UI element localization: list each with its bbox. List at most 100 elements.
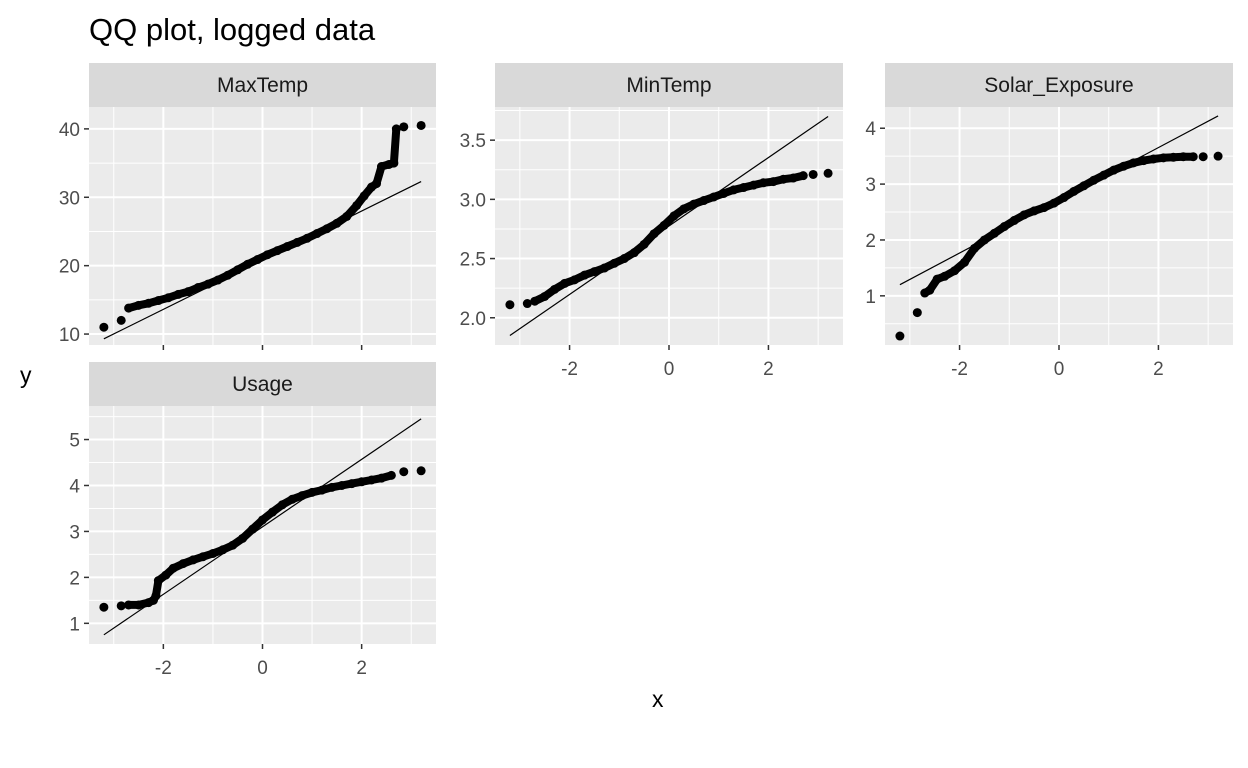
qq-point: [1148, 154, 1158, 164]
qq-point: [629, 248, 639, 258]
facet-panel-solar-exposure: Solar_Exposure 1 2 3 4 -2 0 2: [865, 63, 1233, 380]
qq-point: [253, 255, 263, 265]
qq-point: [1119, 161, 1129, 171]
y-tick-label: 3: [69, 522, 80, 543]
qq-point: [389, 158, 399, 168]
qq-point: [1049, 198, 1059, 208]
qq-point: [277, 500, 287, 510]
qq-point: [163, 293, 173, 303]
qq-point: [1158, 153, 1168, 163]
y-tick-label: 20: [59, 257, 80, 278]
qq-point: [116, 315, 126, 325]
qq-point: [895, 331, 905, 341]
qq-point: [367, 475, 377, 485]
qq-point: [292, 237, 302, 247]
facet-panel-maxtemp: MaxTemp 10 20 30 40: [59, 63, 436, 350]
qq-point: [352, 200, 362, 210]
qq-point: [570, 275, 580, 285]
qq-point: [372, 179, 382, 189]
facet-strip-label: Usage: [232, 373, 293, 396]
y-tick-label: 40: [59, 120, 80, 141]
x-tick-label: -2: [951, 359, 968, 380]
x-axis-title: x: [652, 686, 664, 712]
qq-point: [1069, 186, 1079, 196]
qq-point: [173, 289, 183, 299]
qq-point: [1213, 151, 1223, 161]
qq-point: [798, 171, 808, 181]
qq-point: [599, 263, 609, 273]
y-tick-label: 3.0: [460, 190, 486, 211]
x-tick-label: 2: [763, 359, 774, 380]
qq-point: [233, 265, 243, 275]
qq-point: [912, 308, 922, 318]
qq-point: [579, 270, 589, 280]
qq-point: [357, 477, 367, 487]
qq-point: [168, 563, 178, 573]
qq-point: [161, 570, 171, 580]
x-tick-label: -2: [561, 359, 578, 380]
qq-point: [322, 224, 332, 234]
qq-point: [1089, 175, 1099, 185]
qq-point: [932, 274, 942, 284]
qq-point: [550, 284, 560, 294]
qq-point: [287, 494, 297, 504]
qq-point: [639, 239, 649, 249]
qq-point: [689, 199, 699, 209]
qq-point: [143, 298, 153, 308]
qq-point: [758, 178, 768, 188]
qq-point: [258, 515, 267, 525]
y-tick-label: 2.0: [460, 309, 486, 330]
qq-point: [153, 576, 163, 586]
qq-point: [391, 124, 401, 134]
qq-point: [208, 548, 218, 558]
qq-point: [307, 487, 317, 497]
qq-point: [198, 552, 208, 562]
y-axis-title: y: [20, 362, 32, 388]
qq-point: [228, 540, 238, 550]
x-tick-label: 0: [664, 359, 675, 380]
qq-point: [243, 259, 253, 269]
qq-point: [342, 211, 352, 221]
qq-point: [134, 600, 144, 610]
qq-point: [1198, 152, 1208, 162]
qq-point: [679, 204, 689, 214]
qq-point: [272, 246, 282, 256]
qq-point: [302, 233, 312, 243]
qq-point: [609, 258, 619, 268]
qq-point: [416, 120, 426, 130]
y-tick-label: 3: [865, 175, 876, 196]
y-tick-label: 2: [69, 568, 80, 589]
facet-strip: [89, 362, 436, 406]
y-tick-label: 2: [865, 231, 876, 252]
qq-point: [649, 229, 659, 239]
qq-point: [739, 183, 749, 193]
facet-strip: [885, 63, 1233, 107]
qq-point: [376, 162, 386, 171]
qq-point: [1009, 215, 1019, 225]
facet-strip-label: MaxTemp: [217, 74, 308, 97]
qq-point: [1188, 152, 1198, 162]
qq-point: [262, 250, 272, 260]
qq-point: [699, 196, 709, 206]
qq-point: [979, 235, 989, 245]
y-tick-label: 4: [69, 476, 80, 497]
qq-point: [317, 485, 327, 495]
qq-point: [312, 229, 322, 239]
qq-point: [178, 559, 188, 569]
facet-panel-mintemp: MinTemp 2.0 2.5 3.0 3.5 -2 0 2: [460, 63, 843, 380]
qq-point: [238, 533, 248, 543]
qq-point: [589, 267, 599, 277]
qq-point: [659, 220, 669, 230]
qq-point: [153, 296, 163, 306]
qq-point: [940, 271, 950, 281]
x-tick-label: 2: [356, 658, 367, 679]
y-tick-label: 3.5: [460, 131, 486, 152]
y-tick-label: 1: [865, 287, 876, 308]
y-tick-label: 5: [69, 431, 80, 452]
qq-point: [505, 300, 515, 310]
qq-point: [116, 601, 126, 611]
qq-point: [768, 177, 778, 187]
qq-point: [950, 266, 960, 276]
facet-strip: [495, 63, 843, 107]
